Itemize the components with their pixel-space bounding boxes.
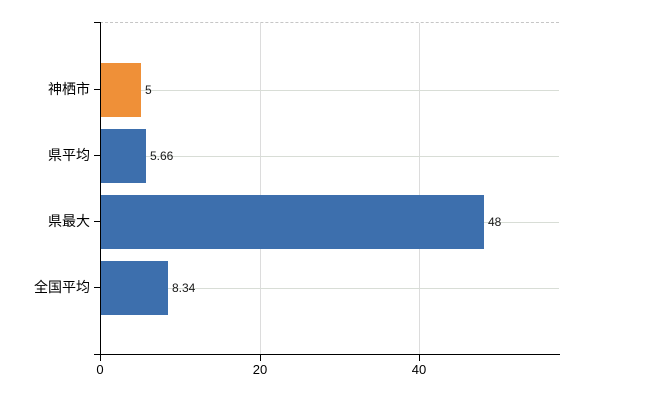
vertical-gridline	[419, 23, 420, 355]
category-label: 全国平均	[34, 279, 90, 295]
plot-area: 5 5.66 48 8.34	[100, 22, 559, 355]
bar	[101, 63, 141, 117]
bar	[101, 129, 146, 183]
bar-value-label: 8.34	[172, 281, 196, 295]
x-tick-label: 40	[411, 362, 427, 377]
bar-value-label: 5	[145, 83, 152, 97]
x-tick-label: 0	[96, 362, 104, 377]
bar	[101, 195, 484, 249]
y-axis-line	[100, 22, 101, 355]
category-label: 神栖市	[48, 81, 90, 97]
y-axis-tick	[94, 89, 100, 90]
x-tick-label: 20	[252, 362, 268, 377]
x-axis-tick	[419, 355, 420, 361]
bar-value-label: 5.66	[150, 149, 174, 163]
x-axis-tick	[260, 355, 261, 361]
category-gridline	[100, 288, 559, 289]
y-axis-tick	[94, 287, 100, 288]
x-axis-line	[94, 354, 560, 355]
y-axis-tick	[94, 155, 100, 156]
y-axis-tick	[94, 221, 100, 222]
vertical-gridline	[260, 23, 261, 355]
bar	[101, 261, 168, 315]
category-label: 県最大	[48, 213, 90, 229]
category-gridline	[100, 156, 559, 157]
y-axis-end-tick	[94, 22, 100, 23]
category-label: 県平均	[48, 147, 90, 163]
category-gridline	[100, 90, 559, 91]
bar-value-label: 48	[488, 215, 502, 229]
x-axis-tick	[100, 355, 101, 361]
